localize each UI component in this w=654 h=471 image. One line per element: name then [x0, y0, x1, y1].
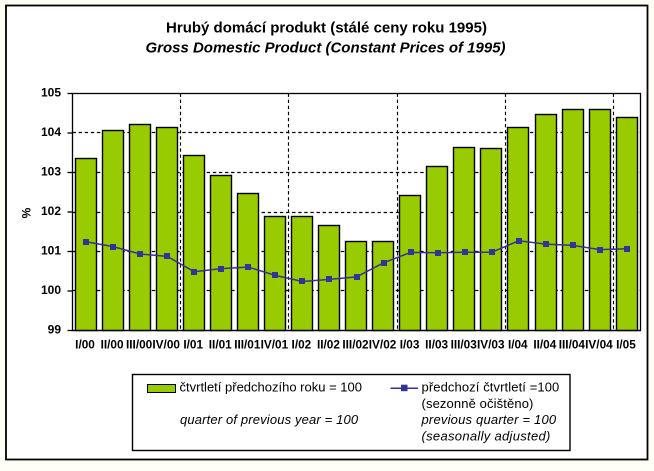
- svg-text:II/04: II/04: [533, 338, 556, 352]
- svg-text:II/03: II/03: [425, 338, 448, 352]
- svg-text:III/04: III/04: [559, 338, 586, 352]
- svg-text:previous quarter = 100: previous quarter = 100: [421, 412, 557, 427]
- svg-text:I/04: I/04: [508, 338, 528, 352]
- svg-text:Hrubý domácí produkt (stálé ce: Hrubý domácí produkt (stálé ceny roku 19…: [166, 20, 487, 37]
- svg-text:Gross Domestic Product (Consta: Gross Domestic Product (Constant Prices …: [145, 39, 505, 56]
- svg-text:(sezonně očištěno): (sezonně očištěno): [422, 396, 534, 411]
- svg-text:čtvrtletí předchozího roku = 1: čtvrtletí předchozího roku = 100: [180, 380, 362, 395]
- svg-text:IV/02: IV/02: [369, 338, 397, 352]
- svg-text:IV/00: IV/00: [152, 338, 180, 352]
- svg-text:I/03: I/03: [400, 338, 420, 352]
- svg-text:IV/04: IV/04: [585, 338, 613, 352]
- svg-text:III/02: III/02: [342, 338, 369, 352]
- svg-text:100: 100: [41, 283, 61, 297]
- svg-text:quarter of previous year = 100: quarter of previous year = 100: [180, 412, 359, 427]
- svg-text:101: 101: [41, 244, 61, 258]
- svg-text:II/01: II/01: [209, 338, 232, 352]
- svg-text:I/05: I/05: [616, 338, 636, 352]
- svg-text:předchozí čtvrtletí =100: předchozí čtvrtletí =100: [422, 380, 560, 395]
- svg-text:102: 102: [41, 204, 61, 218]
- svg-text:103: 103: [41, 165, 61, 179]
- svg-text:III/00: III/00: [126, 338, 153, 352]
- svg-text:III/03: III/03: [451, 338, 478, 352]
- svg-text:II/00: II/00: [101, 338, 124, 352]
- svg-text:I/02: I/02: [292, 338, 312, 352]
- svg-text:99: 99: [48, 323, 62, 337]
- svg-text:(seasonally adjusted): (seasonally adjusted): [422, 429, 551, 444]
- svg-text:%: %: [19, 207, 33, 218]
- svg-text:IV/03: IV/03: [477, 338, 505, 352]
- svg-text:I/01: I/01: [183, 338, 203, 352]
- svg-text:105: 105: [41, 86, 61, 100]
- svg-text:I/00: I/00: [75, 338, 95, 352]
- svg-text:II/02: II/02: [317, 338, 340, 352]
- svg-text:III/01: III/01: [234, 338, 261, 352]
- svg-text:IV/01: IV/01: [261, 338, 289, 352]
- svg-text:104: 104: [41, 125, 61, 139]
